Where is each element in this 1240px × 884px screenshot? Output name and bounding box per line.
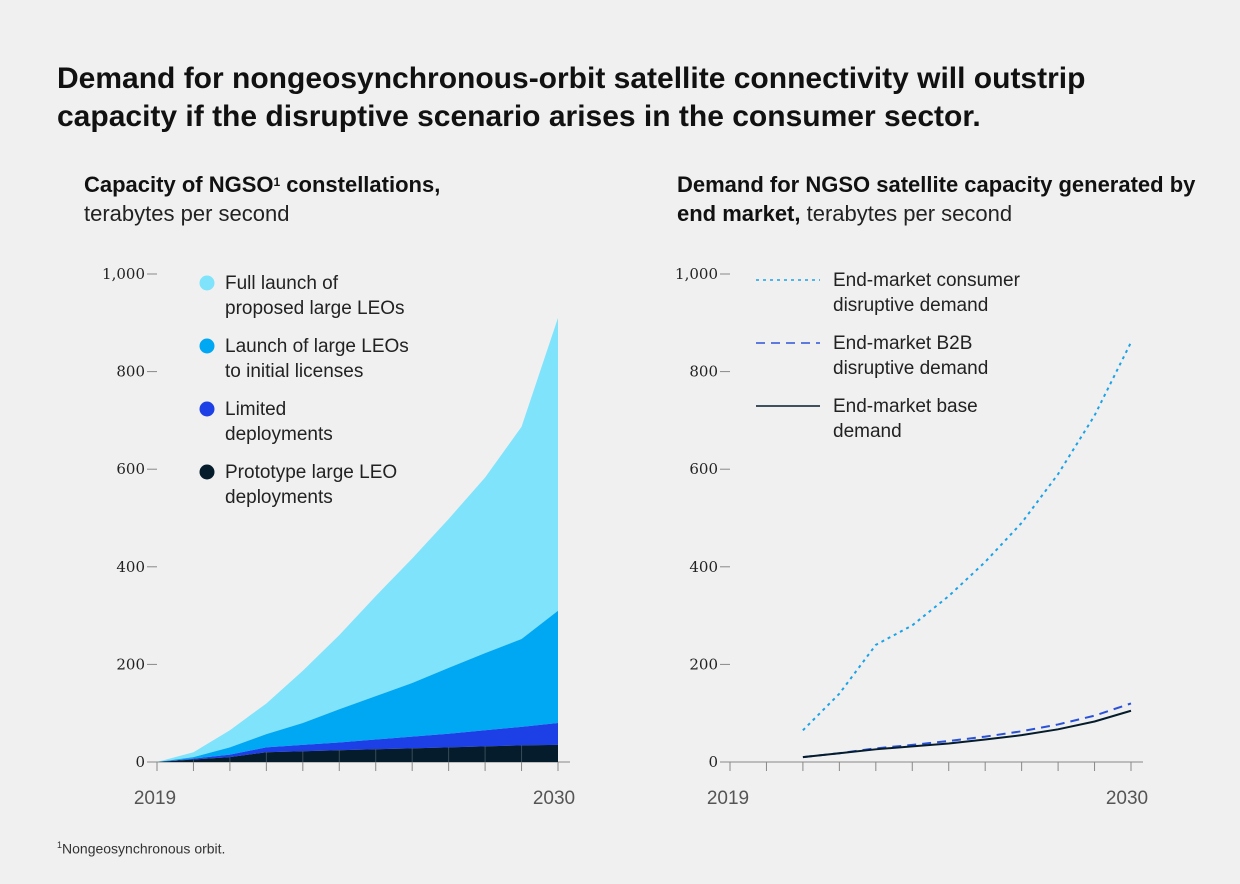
left-y-tick-label: 1,000	[102, 265, 145, 283]
legend-label: Launch of large LEOs	[225, 336, 409, 357]
line-end-market-base-demand	[802, 709, 1132, 759]
legend-label: proposed large LEOs	[225, 298, 405, 319]
left-title-bold: Capacity of NGSO	[84, 172, 274, 197]
right-y-tick-label: 200	[689, 655, 718, 673]
right-y-tick-label: 400	[689, 558, 718, 576]
line-end-market-consumer-disruptive-demand	[802, 341, 1132, 731]
right-y-tick-label: 800	[689, 363, 718, 381]
right-y-tick-label: 0	[708, 753, 718, 771]
footnote-marker: 1	[57, 840, 63, 850]
left-y-tick-label: 0	[135, 753, 145, 771]
left-y-tick-label: 600	[116, 460, 145, 478]
legend-marker	[199, 401, 215, 417]
legend-label: End-market base	[833, 396, 978, 417]
left-chart-title: Capacity of NGSO1 constellations, teraby…	[84, 170, 554, 228]
legend-marker	[199, 275, 215, 291]
area-limited-deployments	[157, 722, 558, 762]
capacity-area-chart: 1,000 800 600 400 200 0 2019 2030 Full launch of…	[102, 265, 575, 809]
right-y-tick-label: 1,000	[675, 265, 718, 283]
right-chart-title: Demand for NGSO satellite capacity gener…	[677, 170, 1217, 228]
demand-line-chart: 1,000 800 600 400 200 0 2019 2030 End-market con…	[675, 265, 1148, 809]
left-x-label-start: 2019	[134, 788, 176, 809]
legend-label: disruptive demand	[833, 358, 988, 379]
left-y-tick-label: 200	[116, 655, 145, 673]
right-x-label-end: 2030	[1106, 788, 1148, 809]
footnote: 1Nongeosynchronous orbit.	[57, 840, 225, 857]
right-title-unit: terabytes per second	[806, 201, 1013, 226]
left-title-footnote-marker: 1	[273, 175, 281, 189]
legend-label: End-market B2B	[833, 333, 972, 354]
left-title-unit: terabytes per second	[84, 201, 290, 226]
legend-label: demand	[833, 421, 902, 442]
right-y-tick-label: 600	[689, 460, 718, 478]
legend-label: Full launch of	[225, 273, 339, 294]
legend-label: Prototype large LEO	[225, 462, 397, 483]
left-title-bold-tail: constellations,	[280, 172, 441, 197]
legend-label: Limited	[225, 399, 286, 420]
area-full-launch-of-proposed-large-leos	[157, 317, 558, 762]
area-launch-of-large-leos-to-initial-licenses	[157, 610, 558, 762]
legend-label: disruptive demand	[833, 295, 988, 316]
right-x-label-start: 2019	[707, 788, 749, 809]
headline: Demand for nongeosynchronous-orbit satel…	[57, 62, 1086, 133]
legend-label: deployments	[225, 487, 333, 508]
right-title-bold: Demand for NGSO satellite capacity gener…	[677, 172, 1196, 226]
legend-marker	[199, 338, 215, 354]
left-x-label-end: 2030	[533, 788, 575, 809]
line-end-market-b2b-disruptive-demand	[802, 702, 1132, 759]
legend-label: deployments	[225, 424, 333, 445]
legend-label: to initial licenses	[225, 361, 363, 382]
left-y-tick-label: 400	[116, 558, 145, 576]
legend-marker	[199, 464, 215, 480]
footnote-text: Nongeosynchronous orbit.	[62, 840, 226, 857]
area-prototype-large-leo-deployments	[157, 744, 558, 762]
left-y-tick-label: 800	[116, 363, 145, 381]
legend-label: End-market consumer	[833, 270, 1021, 291]
